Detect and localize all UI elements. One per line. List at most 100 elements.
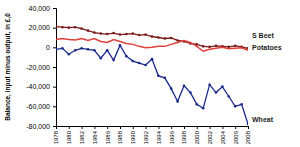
series-marker [228, 95, 231, 98]
series-marker [106, 33, 109, 36]
y-axis: -80,000-60,000-40,000-20,000020,00040,00… [26, 5, 56, 130]
series-marker [164, 77, 167, 80]
x-tick: 2000 [194, 126, 200, 144]
y-tick-label: 40,000 [29, 5, 51, 12]
x-tick-mark [248, 126, 249, 129]
series-marker [68, 26, 71, 29]
series-marker [125, 55, 128, 58]
x-tick-label: 1996 [169, 130, 175, 144]
series-marker [221, 85, 224, 88]
y-tick: -80,000 [26, 123, 56, 130]
series-label: Wheat [252, 116, 274, 123]
x-tick: 1998 [181, 126, 187, 144]
series-marker [151, 35, 154, 38]
series-marker [74, 49, 77, 52]
chart: -80,000-60,000-40,000-20,000020,00040,00… [0, 0, 300, 147]
x-tick-mark [94, 126, 95, 129]
y-tick-label: 20,000 [29, 24, 51, 31]
series-marker [132, 32, 135, 35]
series-marker [202, 45, 205, 48]
series-marker [93, 31, 96, 34]
series-line [56, 45, 248, 124]
series-marker [138, 34, 141, 37]
series-marker [80, 27, 83, 30]
x-tick: 1980 [66, 126, 72, 144]
series-marker [234, 105, 237, 108]
y-tick-mark [53, 87, 56, 88]
x-tick-label: 1978 [53, 130, 59, 144]
x-tick: 1996 [169, 126, 175, 144]
series-marker [183, 84, 186, 87]
y-tick-label: -80,000 [26, 123, 50, 130]
x-tick-mark [235, 126, 236, 129]
x-tick-mark [120, 126, 121, 129]
y-tick-mark [53, 106, 56, 107]
series-marker [74, 26, 77, 29]
series-marker [80, 47, 83, 50]
series-marker [215, 91, 218, 94]
series-marker [56, 48, 57, 51]
x-tick: 2006 [233, 126, 239, 144]
x-tick-mark [107, 126, 108, 129]
y-tick: -60,000 [26, 103, 56, 110]
series-marker [157, 36, 160, 39]
y-axis-line [53, 9, 57, 127]
series-marker [189, 91, 192, 94]
x-tick-label: 2002 [207, 130, 213, 144]
x-tick-label: 1980 [66, 130, 72, 144]
y-tick-label: -60,000 [26, 103, 50, 110]
y-axis-title: Balance, input minus output, in £,0 [4, 13, 12, 121]
y-tick-mark [53, 28, 56, 29]
x-tick-label: 2006 [233, 130, 239, 144]
x-tick-label: 1992 [143, 130, 149, 144]
x-tick: 1986 [105, 126, 111, 144]
plot: -80,000-60,000-40,000-20,000020,00040,00… [26, 5, 281, 145]
series-marker [119, 44, 122, 47]
y-tick-label: 0 [46, 44, 50, 51]
x-tick-mark [171, 126, 172, 129]
x-tick-label: 1988 [117, 130, 123, 144]
y-tick-mark [53, 126, 56, 127]
x-axis: 1978198019821984198619881990199219941996… [53, 126, 251, 144]
y-tick-mark [53, 67, 56, 68]
x-tick-label: 1986 [105, 130, 111, 144]
series-marker [119, 33, 122, 36]
y-tick: -20,000 [26, 64, 56, 71]
series-marker [170, 87, 173, 90]
series-marker [132, 60, 135, 63]
y-tick-mark [53, 8, 56, 9]
series-marker [240, 103, 243, 106]
x-tick: 1982 [79, 126, 85, 144]
series-marker [208, 83, 211, 86]
series-marker [157, 75, 160, 78]
series-marker [56, 25, 57, 28]
x-tick-label: 1984 [92, 130, 98, 144]
series-marker [144, 64, 147, 67]
y-tick: 20,000 [29, 24, 56, 31]
series-marker [61, 26, 64, 29]
y-tick-mark [53, 47, 56, 48]
x-tick: 1992 [143, 126, 149, 144]
series-marker [196, 103, 199, 106]
x-tick-mark [158, 126, 159, 129]
series-marker [202, 107, 205, 110]
x-tick-mark [184, 126, 185, 129]
series-marker [138, 62, 141, 65]
x-tick-mark [56, 126, 57, 129]
y-tick: 0 [46, 44, 56, 51]
x-tick-mark [146, 126, 147, 129]
x-tick-mark [222, 126, 223, 129]
series-marker [100, 57, 103, 60]
series-marker [87, 48, 90, 51]
series-marker [68, 53, 71, 56]
x-tick: 1988 [117, 126, 123, 144]
series-marker [87, 29, 90, 32]
series-marker [170, 37, 173, 40]
x-tick-label: 1998 [181, 130, 187, 144]
series-label: Potatoes [252, 44, 282, 51]
series-marker [208, 46, 211, 49]
series-marker [228, 46, 231, 49]
series-marker [176, 100, 179, 103]
x-tick: 2004 [220, 126, 226, 144]
x-tick: 1978 [53, 126, 59, 144]
